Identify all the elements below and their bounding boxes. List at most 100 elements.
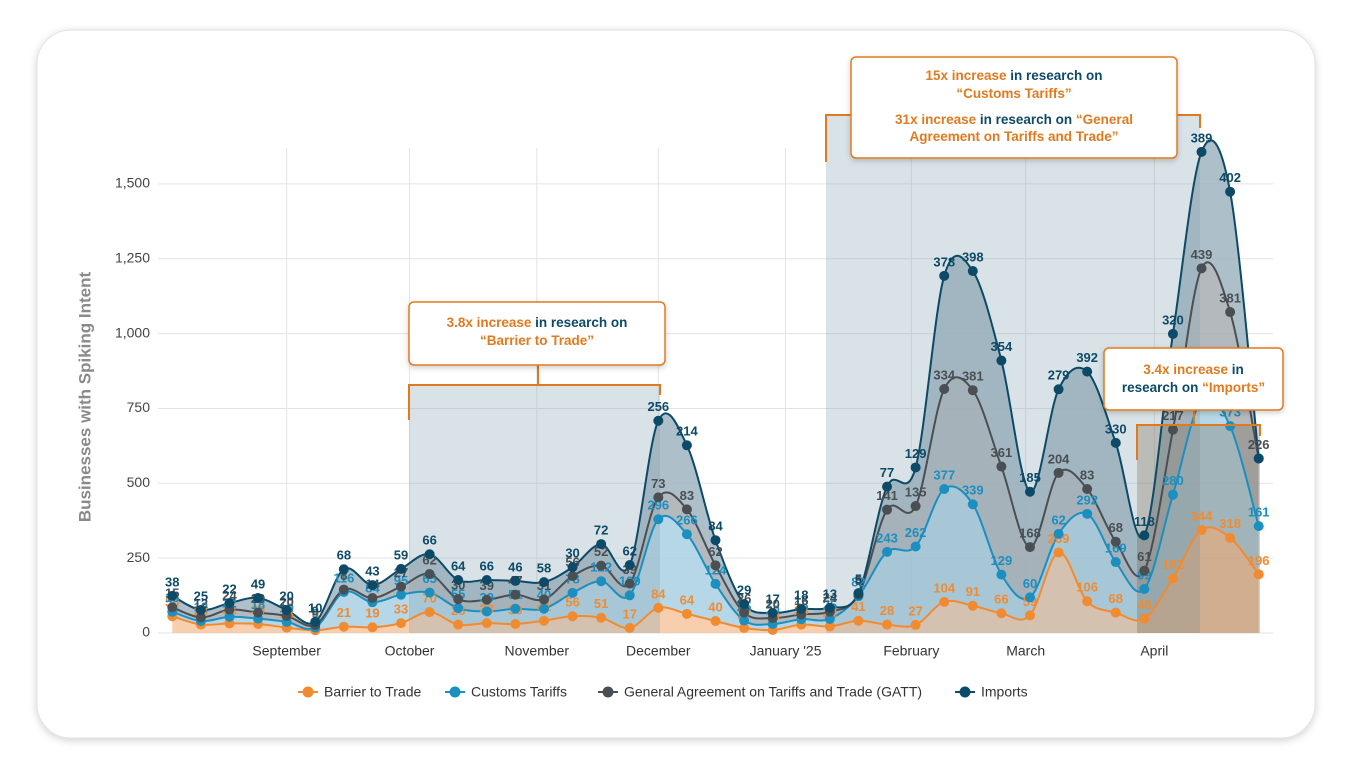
point	[1167, 328, 1178, 339]
value-label: 196	[1248, 553, 1270, 568]
point	[996, 355, 1007, 366]
value-label: 17	[765, 591, 779, 606]
value-label: 381	[962, 369, 984, 384]
point	[1053, 528, 1064, 539]
bracket	[1136, 410, 1261, 460]
point	[396, 563, 407, 574]
value-label: 214	[676, 424, 698, 439]
x-tick-label: January '25	[750, 643, 822, 659]
annotation-text: “Barrier to Trade”	[480, 333, 594, 348]
point	[1024, 486, 1035, 497]
x-tick-label: March	[1006, 643, 1045, 659]
value-label: 68	[337, 548, 351, 563]
point	[567, 571, 578, 582]
point	[1139, 530, 1150, 541]
point	[681, 440, 692, 451]
point	[510, 589, 521, 600]
annotation: 3.4x increase in research on “Imports”	[1103, 347, 1284, 411]
point	[1053, 384, 1064, 395]
value-label: 104	[933, 580, 955, 595]
value-label: 66	[994, 592, 1008, 607]
value-label: 182	[1162, 557, 1184, 572]
legend-label: General Agreement on Tariffs and Trade (…	[624, 684, 922, 700]
value-label: 354	[991, 339, 1013, 354]
point	[882, 619, 893, 630]
point	[1225, 532, 1236, 543]
bracket	[408, 365, 661, 420]
point	[224, 611, 235, 622]
value-label: 62	[622, 543, 636, 558]
point	[453, 603, 464, 614]
point	[1053, 547, 1064, 558]
value-label: 20	[279, 588, 293, 603]
value-label: 279	[1048, 368, 1070, 383]
point	[481, 594, 492, 605]
value-label: 204	[1048, 451, 1070, 466]
value-label: 64	[451, 558, 466, 573]
point	[739, 615, 750, 626]
value-label: 439	[1191, 247, 1213, 262]
point	[624, 622, 635, 633]
point	[1225, 307, 1236, 318]
point	[1082, 596, 1093, 607]
point	[939, 483, 950, 494]
value-label: 161	[1248, 505, 1270, 520]
point	[538, 577, 549, 588]
value-label: 262	[905, 525, 927, 540]
annotation-text: 3.8x increase in research on	[447, 315, 628, 330]
legend-label: Barrier to Trade	[324, 684, 421, 700]
value-label: 9	[312, 603, 319, 618]
value-label: 62	[1051, 512, 1065, 527]
value-label: 378	[933, 254, 955, 269]
point	[681, 504, 692, 515]
point	[1053, 467, 1064, 478]
point	[824, 621, 835, 632]
value-label: 344	[1191, 508, 1213, 523]
legend-label: Customs Tariffs	[471, 684, 567, 700]
value-label: 217	[1162, 408, 1184, 423]
value-label: 10	[308, 600, 322, 615]
x-tick-label: February	[883, 643, 939, 659]
legend-swatch	[302, 686, 314, 698]
legend-swatch	[449, 686, 461, 698]
annotation-part: in research on	[1007, 68, 1103, 83]
point	[481, 575, 492, 586]
point	[1167, 573, 1178, 584]
point	[1024, 592, 1035, 603]
point	[1196, 146, 1207, 157]
annotation-part: Agreement on Tariffs and Trade”	[909, 129, 1118, 144]
point	[367, 592, 378, 603]
value-label: 18	[794, 587, 808, 602]
value-label: 243	[876, 530, 898, 545]
value-label: 28	[880, 603, 894, 618]
point	[939, 384, 950, 395]
annotation-part: 3.8x increase	[447, 315, 532, 330]
annotation: 15x increase in research on “Customs Tari…	[850, 56, 1178, 159]
value-label: 13	[823, 586, 837, 601]
point	[710, 578, 721, 589]
point	[1110, 437, 1121, 448]
value-label: 30	[565, 546, 579, 561]
value-label: 22	[222, 581, 236, 596]
point	[824, 613, 835, 624]
value-label: 330	[1105, 421, 1127, 436]
point	[596, 576, 607, 587]
point	[453, 575, 464, 586]
point	[1139, 613, 1150, 624]
point	[1167, 424, 1178, 435]
annotation-box	[850, 56, 1178, 159]
y-tick-label: 0	[142, 624, 150, 640]
point	[1110, 557, 1121, 568]
point	[367, 622, 378, 633]
point	[1253, 569, 1264, 580]
value-label: 61	[1137, 549, 1151, 564]
y-tick-label: 500	[127, 474, 151, 490]
point	[996, 461, 1007, 472]
value-label: 59	[394, 547, 408, 562]
value-label: 41	[851, 599, 865, 614]
point	[1167, 489, 1178, 500]
y-tick-label: 1,500	[115, 175, 150, 191]
value-label: 377	[933, 467, 955, 482]
value-label: 27	[908, 603, 922, 618]
annotation-part: 31x increase	[895, 112, 977, 127]
